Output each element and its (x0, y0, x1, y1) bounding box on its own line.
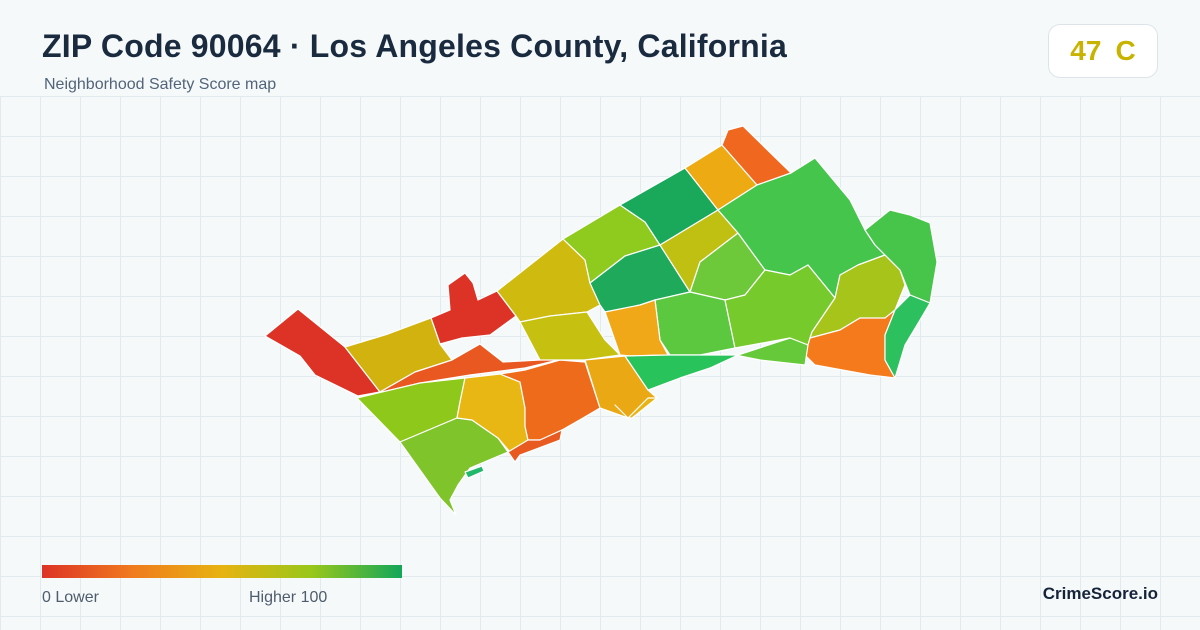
map-region-north-orange[interactable] (721, 125, 792, 186)
map-region-south-green[interactable] (624, 354, 739, 391)
score-value: 47 (1070, 35, 1102, 66)
map-region-west-tip[interactable] (264, 308, 381, 397)
legend-min-label: 0 Lower (42, 589, 99, 606)
header-band (0, 0, 1200, 96)
brand-logo-text: CrimeScore.io (1042, 584, 1158, 603)
page-title: ZIP Code 90064 · Los Angeles County, Cal… (42, 28, 787, 64)
map-region-mid-lime-2[interactable] (654, 291, 736, 356)
map-region-north-notch[interactable] (430, 272, 517, 345)
page-subtitle: Neighborhood Safety Score map (44, 76, 277, 93)
map-region-central-olive[interactable] (519, 311, 621, 361)
map-region-east-green-strip[interactable] (884, 294, 931, 379)
map-region-east-south[interactable] (737, 337, 809, 366)
map-region-mid-amber[interactable] (604, 299, 669, 357)
score-grade: C (1115, 35, 1136, 66)
legend-max-label: Higher 100 (249, 589, 328, 606)
score-badge: 47 C (1048, 24, 1158, 78)
map-region-south-tab[interactable] (614, 397, 658, 419)
map-region-sw-sliver[interactable] (464, 465, 485, 479)
map-region-south-strip[interactable] (507, 429, 563, 463)
legend-gradient-bar (42, 565, 402, 578)
